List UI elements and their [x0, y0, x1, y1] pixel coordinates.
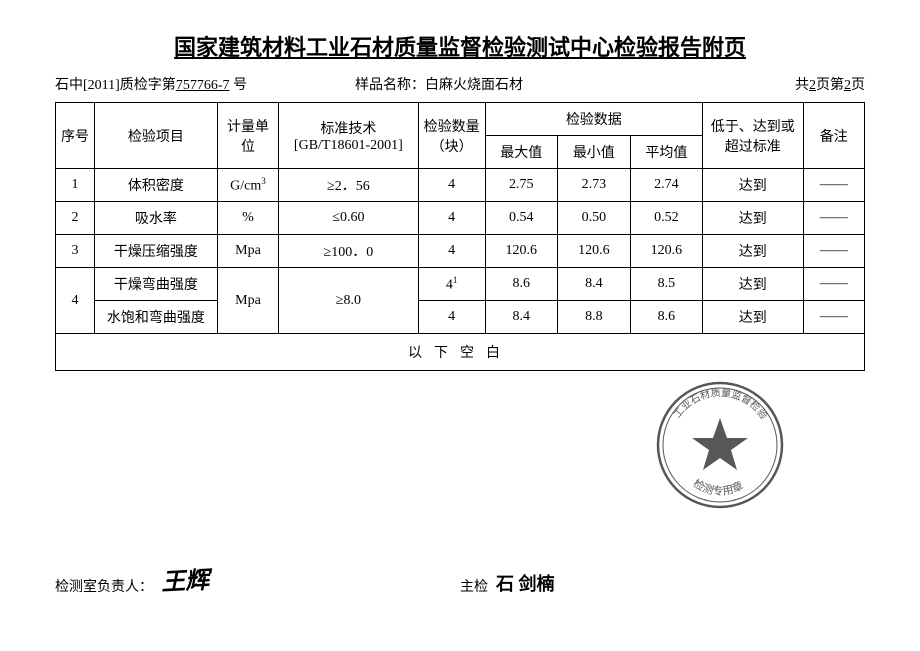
h-status: 低于、达到或超过标准 — [703, 103, 803, 169]
h-standard: 标准技术 [GB/T18601-2001] — [279, 103, 418, 169]
cell-item: 干燥弯曲强度 — [95, 268, 218, 301]
svg-text:工业石材质量监督检验: 工业石材质量监督检验 — [672, 387, 770, 422]
h-qty: 检验数量（块） — [418, 103, 485, 169]
cell-remark: —— — [803, 202, 864, 235]
page-current: 2 — [844, 78, 851, 93]
sample-label: 样品名称： — [355, 78, 425, 93]
official-stamp: 工业石材质量监督检验 检测专用章 — [655, 380, 785, 510]
h-min: 最小值 — [558, 136, 631, 169]
cell-max: 120.6 — [485, 235, 558, 268]
cell-avg: 8.6 — [630, 301, 703, 334]
header-row-1: 序号 检验项目 计量单位 标准技术 [GB/T18601-2001] 检验数量（… — [56, 103, 865, 136]
table-row: 4 干燥弯曲强度 Mpa ≥8.0 41 8.6 8.4 8.5 达到 —— — [56, 268, 865, 301]
page-total: 2 — [809, 78, 816, 93]
cell-item: 体积密度 — [95, 169, 218, 202]
cell-item: 水饱和弯曲强度 — [95, 301, 218, 334]
h-remark: 备注 — [803, 103, 864, 169]
cell-unit: G/cm3 — [217, 169, 278, 202]
page-suffix: 页 — [851, 78, 865, 93]
meta-row: 石中[2011]质检字第757766-7 号 样品名称：白麻火烧面石材 共2页第… — [55, 74, 865, 94]
table-row: 3 干燥压缩强度 Mpa ≥100．0 4 120.6 120.6 120.6 … — [56, 235, 865, 268]
cell-min: 120.6 — [558, 235, 631, 268]
data-table: 序号 检验项目 计量单位 标准技术 [GB/T18601-2001] 检验数量（… — [55, 102, 865, 371]
blank-row: 以下空白 — [56, 334, 865, 371]
cell-avg: 8.5 — [630, 268, 703, 301]
cell-seq: 3 — [56, 235, 95, 268]
footer-right: 主检 石 剑楠 — [460, 561, 865, 596]
cell-std: ≥100．0 — [279, 235, 418, 268]
cell-remark: —— — [803, 235, 864, 268]
doc-number: 石中[2011]质检字第757766-7 号 — [55, 74, 355, 94]
doc-no-prefix: 石中[2011]质检字第 — [55, 78, 176, 93]
cell-unit: % — [217, 202, 278, 235]
chief-label: 主检 — [460, 576, 488, 596]
report-title: 国家建筑材料工业石材质量监督检验测试中心检验报告附页 — [55, 30, 865, 62]
cell-avg: 120.6 — [630, 235, 703, 268]
cell-max: 8.6 — [485, 268, 558, 301]
cell-item: 吸水率 — [95, 202, 218, 235]
chief-signature: 石 剑楠 — [496, 570, 555, 596]
cell-avg: 2.74 — [630, 169, 703, 202]
footer-left: 检测室负责人： 王辉 — [55, 561, 460, 596]
svg-text:检测专用章: 检测专用章 — [691, 476, 746, 498]
cell-qty: 4 — [418, 202, 485, 235]
h-unit: 计量单位 — [217, 103, 278, 169]
h-data-group: 检验数据 — [485, 103, 703, 136]
cell-remark: —— — [803, 301, 864, 334]
cell-min: 0.50 — [558, 202, 631, 235]
table-row: 水饱和弯曲强度 4 8.4 8.8 8.6 达到 —— — [56, 301, 865, 334]
cell-max: 2.75 — [485, 169, 558, 202]
cell-max: 0.54 — [485, 202, 558, 235]
footer: 检测室负责人： 王辉 主检 石 剑楠 — [55, 561, 865, 596]
cell-min: 8.8 — [558, 301, 631, 334]
cell-std: ≥8.0 — [279, 268, 418, 334]
inspector-signature: 王辉 — [160, 560, 210, 597]
cell-qty: 41 — [418, 268, 485, 301]
doc-no-suffix: 号 — [229, 78, 247, 93]
cell-max: 8.4 — [485, 301, 558, 334]
cell-remark: —— — [803, 268, 864, 301]
cell-std: ≤0.60 — [279, 202, 418, 235]
cell-status: 达到 — [703, 235, 803, 268]
cell-status: 达到 — [703, 202, 803, 235]
cell-min: 8.4 — [558, 268, 631, 301]
cell-seq: 4 — [56, 268, 95, 334]
cell-status: 达到 — [703, 268, 803, 301]
h-seq: 序号 — [56, 103, 95, 169]
cell-qty: 4 — [418, 301, 485, 334]
table-row: 1 体积密度 G/cm3 ≥2．56 4 2.75 2.73 2.74 达到 —… — [56, 169, 865, 202]
star-icon — [692, 418, 748, 470]
sample-name-block: 样品名称：白麻火烧面石材 — [355, 74, 745, 94]
h-std-label: 标准技术 — [283, 118, 413, 138]
page-mid: 页第 — [816, 78, 844, 93]
h-std-ref: [GB/T18601-2001] — [283, 138, 413, 154]
cell-seq: 2 — [56, 202, 95, 235]
h-max: 最大值 — [485, 136, 558, 169]
stamp-outer-text: 工业石材质量监督检验 — [672, 387, 770, 422]
cell-status: 达到 — [703, 169, 803, 202]
cell-min: 2.73 — [558, 169, 631, 202]
cell-qty: 4 — [418, 235, 485, 268]
doc-no: 757766-7 — [176, 78, 230, 93]
page-prefix: 共 — [795, 78, 809, 93]
cell-status: 达到 — [703, 301, 803, 334]
blank-text: 以下空白 — [56, 334, 865, 371]
table-row: 2 吸水率 % ≤0.60 4 0.54 0.50 0.52 达到 —— — [56, 202, 865, 235]
stamp-inner-text: 检测专用章 — [691, 476, 746, 498]
h-item: 检验项目 — [95, 103, 218, 169]
cell-unit: Mpa — [217, 235, 278, 268]
cell-std: ≥2．56 — [279, 169, 418, 202]
cell-remark: —— — [803, 169, 864, 202]
h-avg: 平均值 — [630, 136, 703, 169]
cell-avg: 0.52 — [630, 202, 703, 235]
inspector-label: 检测室负责人： — [55, 576, 153, 596]
cell-qty: 4 — [418, 169, 485, 202]
cell-item: 干燥压缩强度 — [95, 235, 218, 268]
cell-unit: Mpa — [217, 268, 278, 334]
pagination: 共2页第2页 — [745, 74, 865, 94]
sample-name: 白麻火烧面石材 — [425, 78, 523, 93]
cell-seq: 1 — [56, 169, 95, 202]
